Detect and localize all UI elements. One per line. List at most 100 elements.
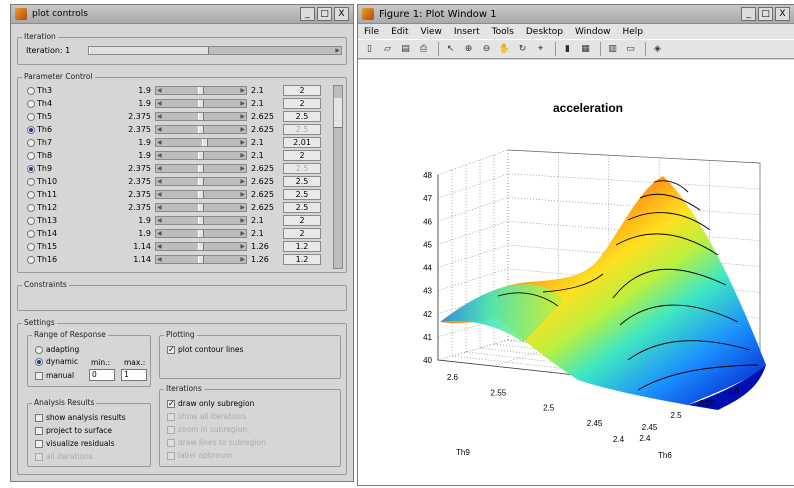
- slider-thumb[interactable]: [198, 113, 204, 120]
- contour-lines-checkbox[interactable]: plot contour lines: [167, 345, 243, 354]
- pointer-icon[interactable]: ↖: [446, 43, 455, 54]
- checkbox-box[interactable]: [35, 426, 43, 435]
- iteration-slider[interactable]: ◀ ▶: [88, 46, 342, 55]
- title-bar[interactable]: plot controls _ □ X: [11, 5, 353, 24]
- grid-icon[interactable]: ▥: [608, 43, 617, 54]
- surface-chart[interactable]: acceleration 40 41 42 43 44 45 46 47 48 2.6 2.55 2.5…: [358, 60, 794, 486]
- param-select-radio[interactable]: [27, 178, 35, 186]
- param-value-field[interactable]: 2.01: [283, 137, 321, 148]
- param-value-field[interactable]: 2.5: [283, 124, 321, 135]
- param-slider[interactable]: ◀ ▶: [155, 164, 247, 173]
- arrow-right-icon[interactable]: ▶: [240, 217, 245, 224]
- project-surface-checkbox[interactable]: project to surface: [35, 426, 112, 435]
- close-button[interactable]: X: [334, 7, 349, 21]
- slider-thumb[interactable]: [198, 165, 204, 172]
- manual-checkbox[interactable]: manual: [35, 371, 74, 380]
- arrow-right-icon[interactable]: ▶: [240, 113, 245, 120]
- param-value-field[interactable]: 2: [283, 150, 321, 161]
- checkbox-box[interactable]: [35, 439, 43, 448]
- param-select-radio[interactable]: [27, 204, 35, 212]
- slider-thumb[interactable]: [198, 126, 204, 133]
- arrow-left-icon[interactable]: ◀: [157, 113, 162, 120]
- menu-insert[interactable]: Insert: [453, 26, 480, 37]
- param-value-field[interactable]: 2: [283, 228, 321, 239]
- all-iterations-checkbox[interactable]: all iterations: [35, 452, 93, 461]
- arrow-left-icon[interactable]: ◀: [157, 178, 162, 185]
- menu-edit[interactable]: Edit: [391, 26, 409, 37]
- slider-thumb[interactable]: [198, 230, 204, 237]
- param-slider[interactable]: ◀ ▶: [155, 86, 247, 95]
- minimize-button[interactable]: _: [300, 7, 315, 21]
- param-slider[interactable]: ◀ ▶: [155, 125, 247, 134]
- checkbox-box[interactable]: [167, 425, 175, 434]
- checkbox-box[interactable]: [35, 371, 43, 380]
- arrow-left-icon[interactable]: ◀: [157, 100, 162, 107]
- draw-subregion-checkbox[interactable]: draw only subregion: [167, 399, 254, 408]
- slider-thumb[interactable]: [198, 217, 204, 224]
- radio-circle[interactable]: [35, 357, 43, 366]
- maximize-button[interactable]: □: [758, 7, 773, 21]
- arrow-right-icon[interactable]: ▶: [240, 126, 245, 133]
- iterations-option-3[interactable]: draw lines to subregion: [167, 438, 266, 447]
- checkbox-box[interactable]: [35, 413, 43, 422]
- checkbox-box[interactable]: [167, 451, 175, 460]
- checkbox-box[interactable]: [167, 399, 175, 408]
- maximize-button[interactable]: □: [317, 7, 332, 21]
- param-value-field[interactable]: 2: [283, 98, 321, 109]
- menu-file[interactable]: File: [364, 26, 380, 37]
- radio-circle[interactable]: [35, 345, 43, 354]
- rotate-icon[interactable]: ↻: [518, 43, 527, 54]
- close-button[interactable]: X: [775, 7, 790, 21]
- arrow-right-icon[interactable]: ▶: [240, 87, 245, 94]
- slider-thumb[interactable]: [198, 243, 204, 250]
- menu-window[interactable]: Window: [574, 26, 611, 37]
- param-select-radio[interactable]: [27, 165, 35, 173]
- adapting-radio[interactable]: adapting: [35, 345, 79, 354]
- param-value-field[interactable]: 2.5: [283, 163, 321, 174]
- arrow-left-icon[interactable]: ◀: [157, 191, 162, 198]
- param-select-radio[interactable]: [27, 126, 35, 134]
- menu-view[interactable]: View: [420, 26, 442, 37]
- slider-thumb[interactable]: [198, 204, 204, 211]
- arrow-left-icon[interactable]: ◀: [157, 217, 162, 224]
- legend-icon[interactable]: ▦: [581, 43, 590, 54]
- max-input[interactable]: 1: [121, 369, 147, 381]
- arrow-left-icon[interactable]: ◀: [157, 230, 162, 237]
- slider-thumb[interactable]: [202, 139, 208, 146]
- param-slider[interactable]: ◀ ▶: [155, 151, 247, 160]
- arrow-right-icon[interactable]: ▶: [240, 178, 245, 185]
- arrow-left-icon[interactable]: ◀: [157, 152, 162, 159]
- param-slider[interactable]: ◀ ▶: [155, 99, 247, 108]
- param-slider[interactable]: ◀ ▶: [155, 138, 247, 147]
- param-slider[interactable]: ◀ ▶: [155, 190, 247, 199]
- param-select-radio[interactable]: [27, 152, 35, 160]
- zoom-in-icon[interactable]: ⊕: [464, 43, 473, 54]
- plot-browser-icon[interactable]: ▭: [626, 43, 635, 54]
- param-select-radio[interactable]: [27, 217, 35, 225]
- iterations-option-2[interactable]: zoom in subregion: [167, 425, 247, 434]
- param-select-radio[interactable]: [27, 256, 35, 264]
- pan-icon[interactable]: ✋: [498, 43, 511, 54]
- visualize-residuals-checkbox[interactable]: visualize residuals: [35, 439, 115, 448]
- param-slider[interactable]: ◀ ▶: [155, 203, 247, 212]
- arrow-left-icon[interactable]: ◀: [157, 139, 162, 146]
- param-slider[interactable]: ◀ ▶: [155, 177, 247, 186]
- menu-help[interactable]: Help: [622, 26, 644, 37]
- arrow-left-icon[interactable]: ◀: [157, 243, 162, 250]
- slider-thumb[interactable]: [198, 152, 204, 159]
- scroll-thumb[interactable]: [334, 98, 342, 128]
- print-icon[interactable]: ⎙: [419, 43, 428, 54]
- checkbox-box[interactable]: [167, 345, 175, 354]
- param-select-radio[interactable]: [27, 243, 35, 251]
- param-select-radio[interactable]: [27, 230, 35, 238]
- param-value-field[interactable]: 2.5: [283, 176, 321, 187]
- arrow-right-icon[interactable]: ▶: [240, 139, 245, 146]
- param-select-radio[interactable]: [27, 113, 35, 121]
- arrow-right-icon[interactable]: ▶: [240, 243, 245, 250]
- param-slider[interactable]: ◀ ▶: [155, 242, 247, 251]
- min-input[interactable]: 0: [89, 369, 115, 381]
- zoom-out-icon[interactable]: ⊖: [482, 43, 491, 54]
- slider-thumb[interactable]: [89, 47, 209, 54]
- colormap-icon[interactable]: ◈: [654, 43, 661, 54]
- slider-thumb[interactable]: [198, 100, 204, 107]
